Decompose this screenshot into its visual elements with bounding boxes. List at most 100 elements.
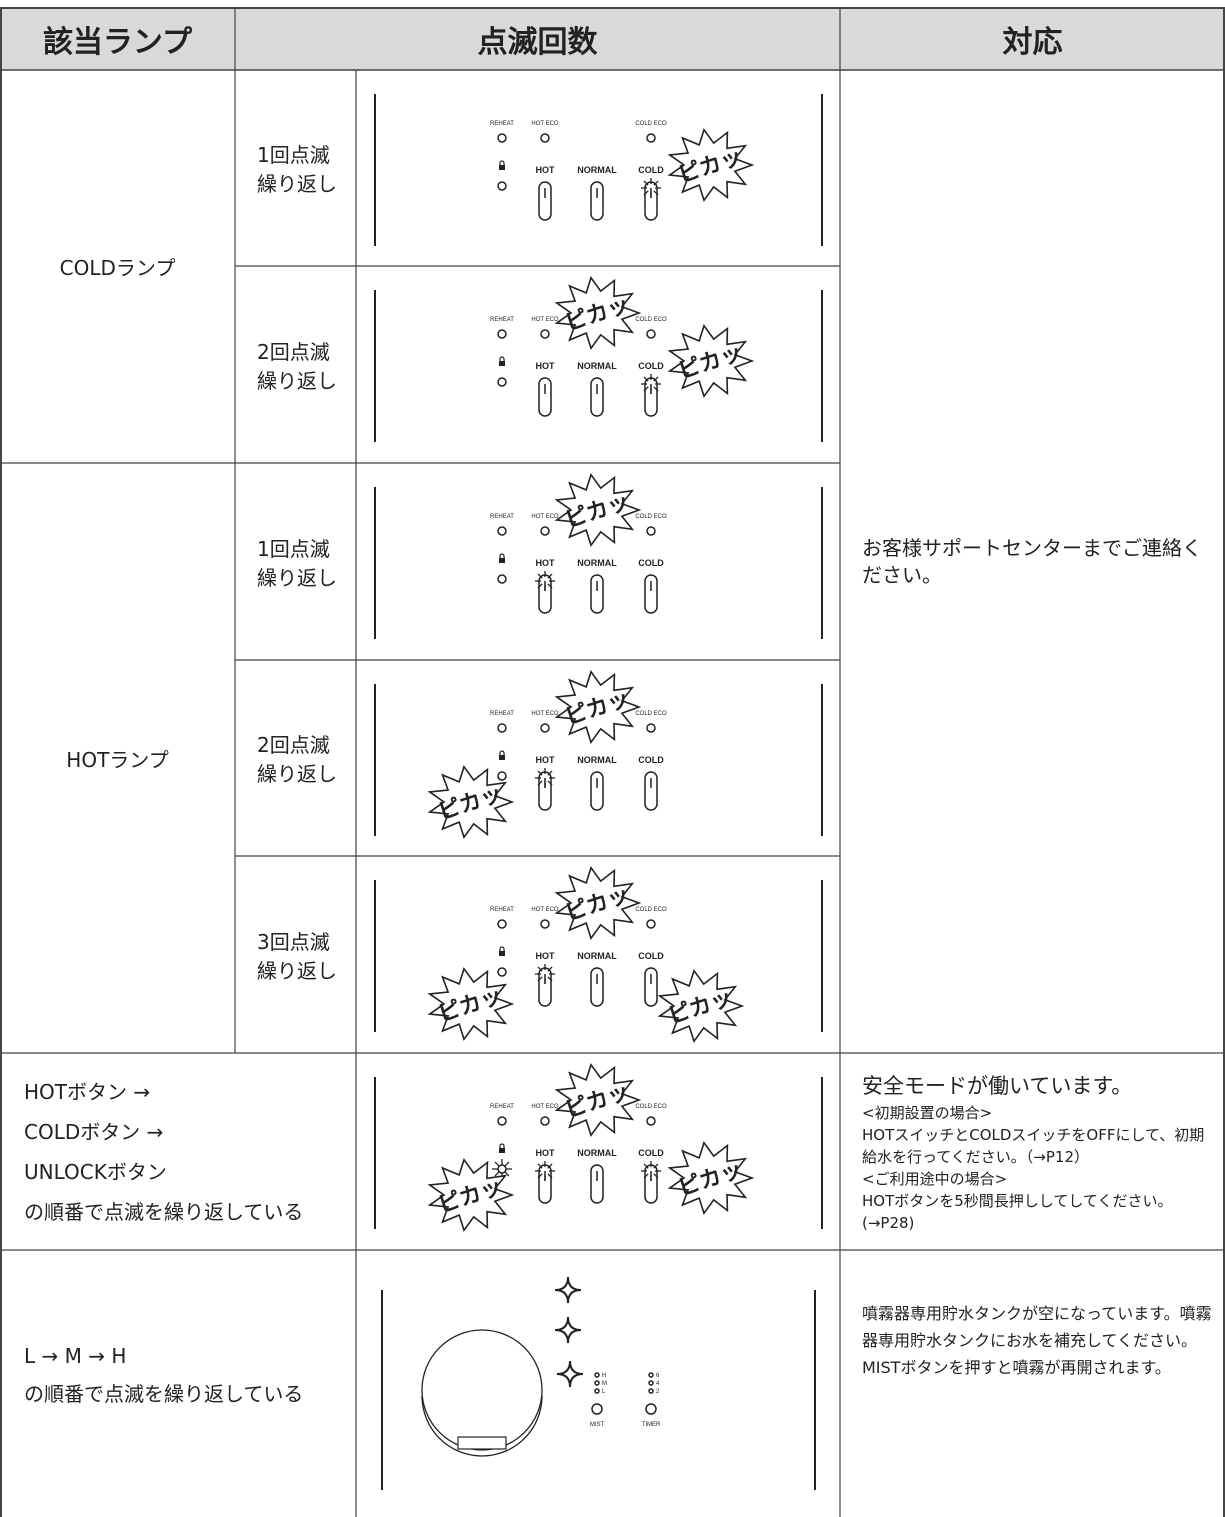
mist-panel: H 6 M 4 L 2 MIST TIMER (381, 1276, 816, 1490)
led (648, 1388, 654, 1394)
led (594, 1380, 600, 1386)
mist-label: 6 (656, 1373, 660, 1379)
blink-ray (653, 190, 659, 196)
led (497, 1116, 507, 1126)
sparkle (554, 1316, 582, 1344)
tank (421, 1329, 543, 1451)
mist-label: L (602, 1389, 606, 1395)
condition-text: の順番で点滅を繰り返している (24, 1199, 304, 1224)
button (590, 1164, 604, 1204)
blink-ray (537, 770, 543, 776)
blink-ray (653, 386, 659, 392)
blink-ray (643, 180, 649, 186)
panel-label: HOT ECO (531, 907, 559, 913)
led (497, 526, 507, 536)
button (644, 967, 658, 1007)
count-text: 1回点滅 (257, 536, 330, 561)
panel-label: COLD ECO (635, 317, 667, 323)
flash-burst (667, 127, 755, 203)
blink-ray (537, 1173, 543, 1179)
panel-label: COLD (638, 755, 664, 765)
panel-label: NORMAL (577, 951, 617, 961)
flash-burst (427, 764, 515, 840)
led (540, 723, 550, 733)
action-text: HOTスイッチとCOLDスイッチをOFFにして、初期給水を行ってください。（→P… (862, 1125, 1205, 1166)
mist-label: 2 (656, 1389, 660, 1395)
blink-ray (547, 1173, 553, 1179)
led (497, 1164, 507, 1174)
blink-ray (537, 976, 543, 982)
blink-ray (494, 1171, 500, 1177)
button (590, 574, 604, 614)
panel-label: COLD (638, 1148, 664, 1158)
count-cell: 2回点滅 繰り返し (235, 266, 356, 463)
panel-label: REHEAT (490, 514, 514, 520)
panel-label: HOT (536, 951, 556, 961)
led (540, 329, 550, 339)
count-text: 繰り返し (257, 368, 337, 393)
led (497, 133, 507, 143)
lock-icon (499, 1143, 505, 1148)
led (594, 1372, 600, 1378)
panel-label: HOT (536, 755, 556, 765)
button (644, 574, 658, 614)
action-title: 安全モードが働いています。 (862, 1073, 1133, 1098)
led (497, 377, 507, 387)
led (497, 771, 507, 781)
lock-icon (499, 553, 505, 558)
led (646, 723, 656, 733)
blink-ray (537, 573, 543, 579)
condition-text: L → M → H (24, 1344, 127, 1368)
led (646, 1116, 656, 1126)
count-cell: 1回点滅 繰り返し (235, 463, 356, 660)
lamp-cell: COLDランプ (59, 256, 176, 280)
action-cell: お客様サポートセンターまでご連絡ください。 (862, 535, 1202, 587)
led (646, 919, 656, 929)
header-cell: 該当ランプ (42, 25, 193, 60)
led (497, 181, 507, 191)
flash-burst (667, 323, 755, 399)
led (648, 1372, 654, 1378)
tank-rim (421, 1395, 543, 1457)
led (646, 133, 656, 143)
panel-label: COLD (638, 558, 664, 568)
condition-text: COLDボタン → (24, 1119, 164, 1144)
count-text: 繰り返し (257, 172, 337, 196)
blink-ray (653, 180, 659, 186)
lock-icon (499, 951, 505, 956)
panel-label: NORMAL (577, 558, 617, 568)
lock-icon (499, 750, 505, 755)
led (497, 919, 507, 929)
mist-label: M (602, 1381, 607, 1387)
blink-ray (547, 780, 553, 786)
panel-label: REHEAT (490, 1104, 514, 1110)
led (497, 967, 507, 977)
led (540, 526, 550, 536)
panel-label: REHEAT (490, 121, 514, 127)
panel-label: TIMER (642, 1422, 661, 1428)
count-cell: 1回点滅 繰り返し (235, 70, 356, 266)
header-cell: 点滅回数 (477, 25, 598, 60)
button (538, 377, 552, 417)
led (648, 1380, 654, 1386)
lock-icon (499, 1148, 505, 1153)
blink-ray (643, 376, 649, 382)
button (590, 377, 604, 417)
mist-label: H (602, 1373, 606, 1379)
count-cell: 3回点滅 繰り返し (235, 856, 356, 1053)
tank-handle (457, 1436, 507, 1450)
panel-label: HOT ECO (531, 711, 559, 717)
led (591, 1403, 603, 1415)
action-text: <初期設置の場合> (862, 1103, 993, 1122)
blink-ray (643, 1173, 649, 1179)
led (646, 526, 656, 536)
panel-label: REHEAT (490, 907, 514, 913)
blink-ray (504, 1171, 510, 1177)
blink-ray (653, 1163, 659, 1169)
led (497, 329, 507, 339)
count-cell: 2回点滅 繰り返し (235, 660, 356, 856)
led (540, 133, 550, 143)
panel-label: NORMAL (577, 361, 617, 371)
